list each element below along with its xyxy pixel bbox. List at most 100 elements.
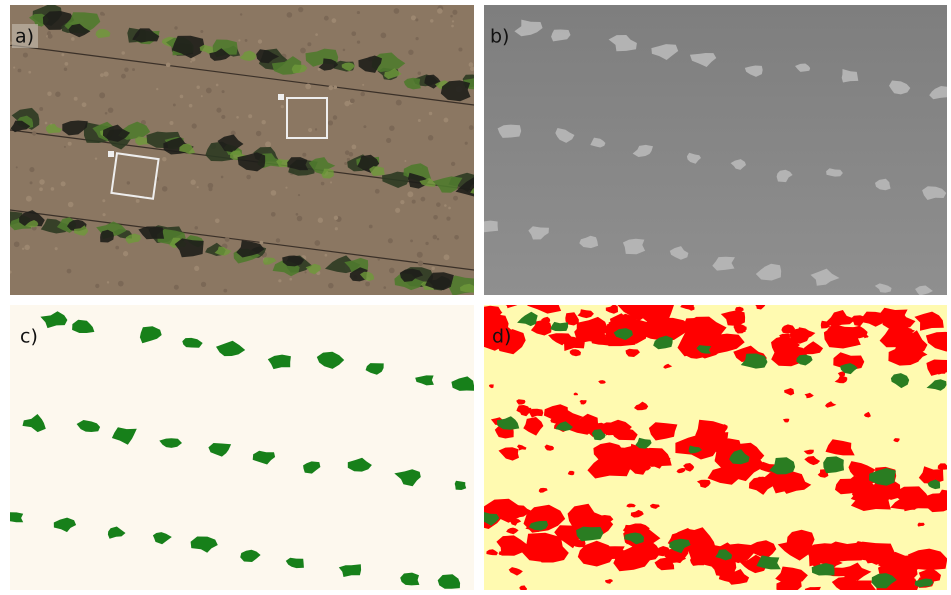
soil-speck bbox=[64, 68, 67, 71]
soil-speck bbox=[197, 186, 199, 188]
soil-speck bbox=[16, 166, 18, 168]
soil-speck bbox=[333, 85, 337, 89]
soil-speck bbox=[436, 202, 441, 207]
soil-speck bbox=[238, 39, 240, 41]
panel-label: a) bbox=[15, 26, 34, 48]
soil-speck bbox=[300, 48, 306, 54]
soil-speck bbox=[407, 191, 413, 197]
soil-speck bbox=[304, 271, 306, 273]
soil-speck bbox=[22, 248, 24, 250]
soil-speck bbox=[425, 242, 428, 245]
soil-speck bbox=[192, 123, 197, 128]
soil-speck bbox=[321, 182, 325, 186]
soil-speck bbox=[65, 62, 69, 66]
soil-speck bbox=[314, 240, 320, 246]
soil-speck bbox=[389, 268, 395, 274]
soil-speck bbox=[195, 226, 198, 229]
soil-speck bbox=[39, 187, 43, 191]
soil-speck bbox=[99, 92, 105, 98]
soil-speck bbox=[271, 190, 277, 196]
soil-speck bbox=[470, 67, 475, 72]
soil-speck bbox=[365, 282, 370, 287]
soil-speck bbox=[47, 31, 51, 35]
soil-speck bbox=[351, 31, 356, 36]
soil-speck bbox=[454, 235, 459, 240]
soil-speck bbox=[325, 254, 328, 257]
soil-speck bbox=[328, 120, 333, 125]
soil-speck bbox=[334, 216, 338, 220]
soil-speck bbox=[429, 112, 432, 115]
soil-speck bbox=[18, 69, 22, 73]
soil-speck bbox=[100, 73, 104, 77]
soil-speck bbox=[298, 7, 303, 12]
soil-speck bbox=[276, 238, 281, 243]
soil-speck bbox=[375, 189, 380, 194]
soil-speck bbox=[345, 150, 350, 155]
vegetation bbox=[455, 481, 467, 490]
soil-speck bbox=[378, 258, 380, 260]
soil-speck bbox=[216, 84, 219, 87]
soil-speck bbox=[328, 85, 333, 90]
soil-speck bbox=[55, 247, 58, 250]
soil-speck bbox=[121, 51, 124, 54]
soil-speck bbox=[448, 207, 451, 210]
soil-speck bbox=[411, 15, 416, 20]
soil-speck bbox=[343, 49, 346, 52]
soil-speck bbox=[189, 104, 193, 108]
soil-speck bbox=[95, 284, 99, 288]
soil-speck bbox=[201, 95, 203, 97]
soil-speck bbox=[350, 98, 355, 103]
soil-speck bbox=[222, 90, 225, 93]
soil-speck bbox=[307, 42, 311, 46]
soil-speck bbox=[369, 225, 373, 229]
soil-speck bbox=[118, 281, 124, 287]
soil-speck bbox=[206, 88, 212, 94]
vegetation bbox=[5, 512, 24, 522]
soil-speck bbox=[444, 204, 447, 207]
soil-speck bbox=[196, 86, 199, 89]
soil-speck bbox=[68, 142, 72, 146]
soil-speck bbox=[107, 281, 109, 283]
soil-speck bbox=[437, 8, 443, 14]
soil-speck bbox=[394, 8, 400, 14]
soil-speck bbox=[452, 20, 454, 22]
soil-speck bbox=[162, 186, 167, 191]
soil-speck bbox=[74, 97, 78, 101]
soil-speck bbox=[102, 13, 105, 16]
soil-speck bbox=[102, 213, 105, 216]
soil-speck bbox=[330, 181, 332, 183]
soil-speck bbox=[388, 238, 393, 243]
soil-speck bbox=[61, 53, 64, 56]
soil-speck bbox=[61, 181, 66, 186]
soil-speck bbox=[67, 269, 72, 274]
soil-speck bbox=[248, 114, 252, 118]
soil-speck bbox=[127, 181, 130, 184]
soil-speck bbox=[383, 286, 386, 289]
soil-speck bbox=[357, 11, 360, 14]
soil-speck bbox=[29, 167, 34, 172]
soil-speck bbox=[315, 33, 318, 36]
soil-speck bbox=[115, 246, 119, 250]
soil-speck bbox=[444, 118, 449, 123]
soil-speck bbox=[201, 282, 206, 287]
soil-speck bbox=[240, 13, 242, 15]
soil-speck bbox=[30, 181, 33, 184]
soil-speck bbox=[64, 146, 66, 148]
soil-speck bbox=[418, 71, 421, 74]
soil-speck bbox=[418, 119, 421, 122]
weed bbox=[821, 321, 830, 329]
soil-speck bbox=[412, 200, 416, 204]
panel-label: c) bbox=[20, 326, 38, 348]
soil-speck bbox=[308, 128, 312, 132]
soil-speck bbox=[381, 33, 387, 39]
soil-speck bbox=[417, 252, 423, 258]
soil-speck bbox=[389, 125, 394, 130]
soil-speck bbox=[363, 125, 366, 128]
soil-speck bbox=[433, 215, 438, 220]
elevation-panel bbox=[484, 5, 947, 295]
soil-speck bbox=[191, 57, 195, 61]
weed bbox=[776, 580, 801, 594]
soil-speck bbox=[361, 92, 365, 96]
soil-speck bbox=[428, 135, 433, 140]
canopy-height bbox=[623, 239, 645, 255]
